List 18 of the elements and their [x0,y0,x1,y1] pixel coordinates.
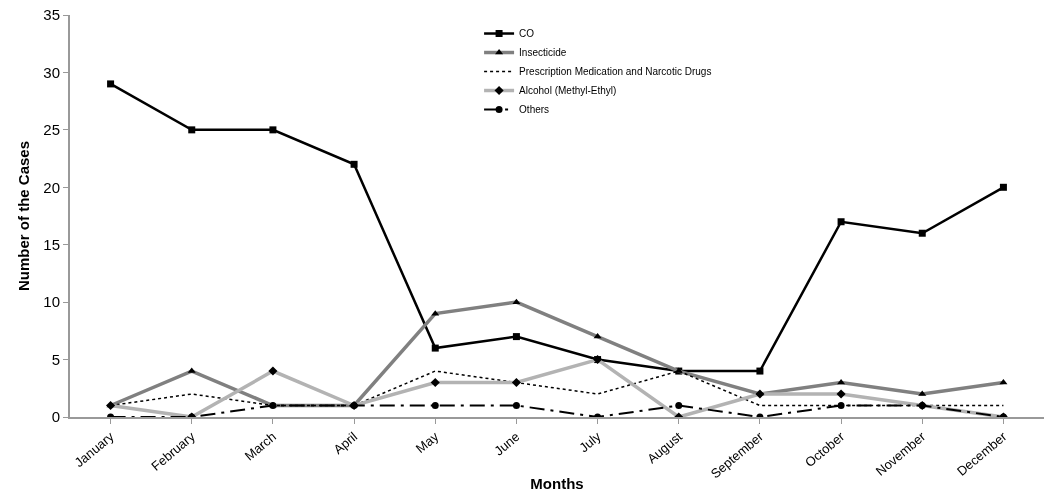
legend-label: Alcohol (Methyl-Ethyl) [519,85,617,97]
y-tick-label: 10 [43,293,60,311]
x-tick-label: June [491,428,523,459]
legend-label: Insecticide [519,47,567,59]
y-tick-label: 0 [51,408,60,426]
x-tick-label: May [412,428,442,457]
legend-label: Prescription Medication and Narcotic Drugs [519,66,712,78]
y-tick-label: 5 [51,350,60,368]
y-axis-title: Number of the Cases [15,140,32,292]
y-tick-label: 35 [43,6,60,24]
y-tick-label: 25 [43,121,60,139]
x-axis-title: Months [530,475,584,492]
legend-label: Others [519,104,550,116]
y-tick-label: 30 [43,63,60,81]
y-tick-label: 20 [43,178,60,196]
legend-label: CO [519,28,535,40]
x-tick-label: July [576,428,605,456]
y-tick-label: 15 [43,235,60,253]
